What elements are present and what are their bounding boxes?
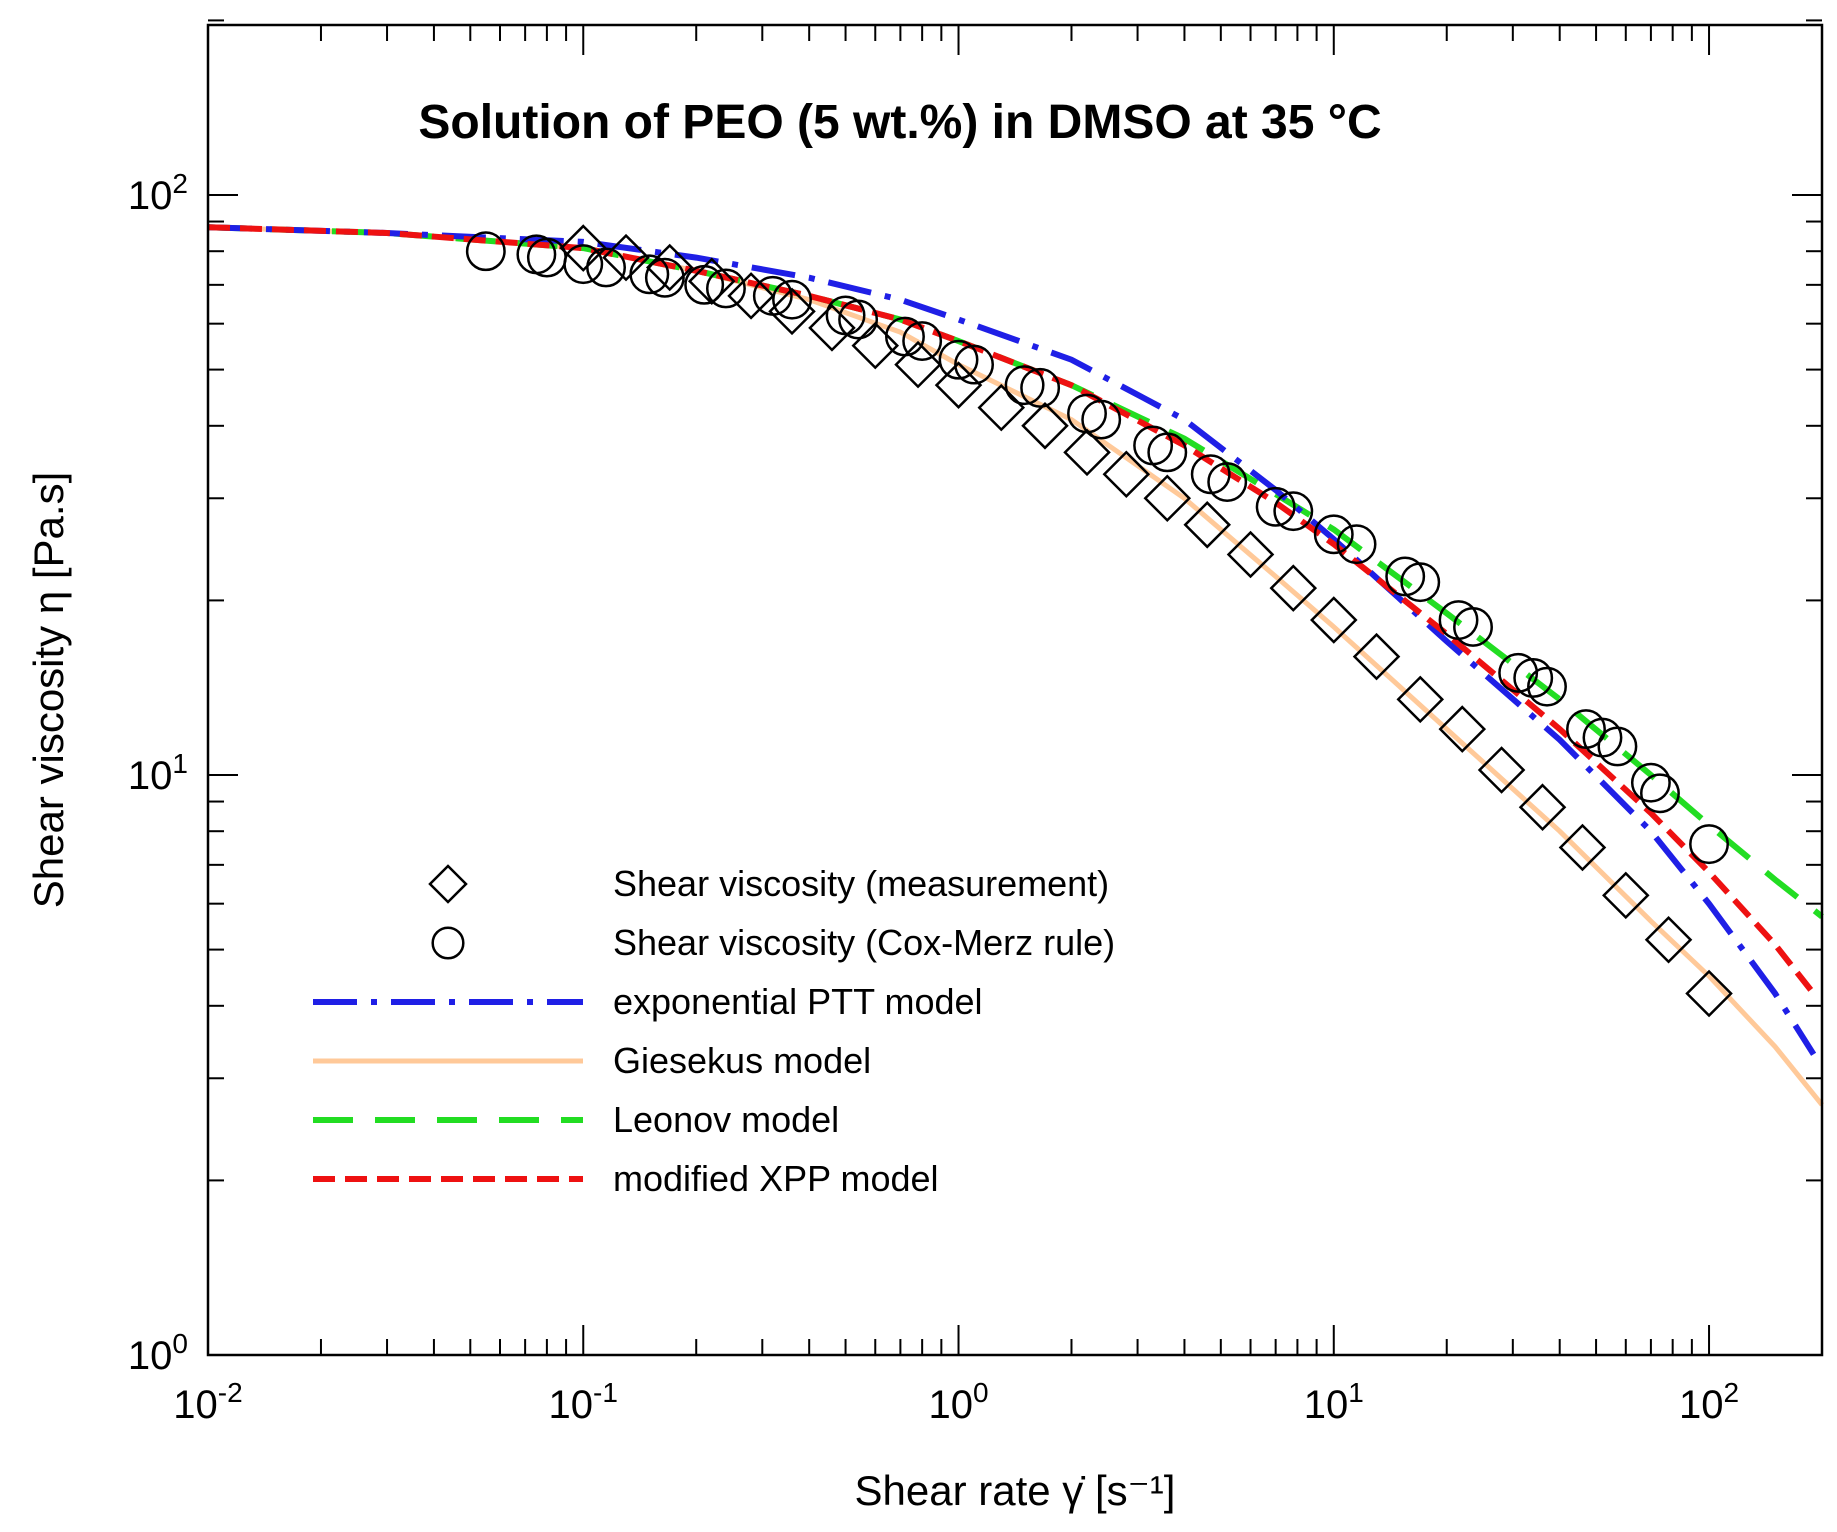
legend-label: exponential PTT model xyxy=(613,981,983,1022)
data-point-circle xyxy=(902,321,943,362)
data-point-circle xyxy=(1498,652,1539,693)
data-point-circle xyxy=(1336,524,1377,565)
data-point-diamond xyxy=(1644,915,1693,964)
data-point-diamond xyxy=(1269,564,1318,612)
data-point-diamond xyxy=(934,361,983,409)
data-point-circle xyxy=(1400,562,1441,603)
data-point-circle xyxy=(1689,824,1729,865)
data-point-circle xyxy=(629,254,670,295)
data-point-diamond xyxy=(977,383,1026,432)
chart-title: Solution of PEO (5 wt.%) in DMSO at 35 °… xyxy=(418,96,1381,149)
legend-item: exponential PTT model xyxy=(313,981,983,1022)
data-point-diamond xyxy=(1102,450,1151,499)
y-tick-label: 100 xyxy=(128,1328,188,1378)
data-point-circle xyxy=(885,316,925,357)
series-layer xyxy=(207,224,1824,1107)
legend-label: Giesekus model xyxy=(613,1040,871,1081)
data-point-circle xyxy=(1527,666,1567,707)
y-tick-label: 102 xyxy=(128,168,188,218)
legend-symbol-circle xyxy=(431,926,465,960)
data-point-circle xyxy=(1081,399,1122,440)
plot-frame xyxy=(206,23,1824,1357)
series-line-giesekus-model xyxy=(207,224,1824,1107)
data-point-circle xyxy=(1640,773,1680,814)
data-point-circle xyxy=(1273,491,1314,532)
data-point-circle xyxy=(772,279,812,320)
data-point-diamond xyxy=(1477,746,1526,794)
data-point-diamond xyxy=(1143,474,1192,523)
legend-item: Shear viscosity (Cox-Merz rule) xyxy=(431,922,1115,963)
data-point-circle xyxy=(1313,514,1354,555)
data-point-circle xyxy=(1004,365,1045,406)
data-point-diamond xyxy=(1183,501,1231,549)
data-point-circle xyxy=(1453,606,1493,647)
data-point-circle xyxy=(465,231,506,272)
data-point-circle xyxy=(938,339,979,380)
data-point-circle xyxy=(838,299,879,340)
data-point-circle xyxy=(1513,658,1554,698)
x-tick-label: 10-2 xyxy=(173,1377,242,1427)
data-point-circle xyxy=(586,247,626,288)
legend-symbol-diamond xyxy=(428,864,468,904)
data-point-circle xyxy=(563,244,604,285)
data-point-circle xyxy=(1207,462,1248,502)
x-tick-label: 101 xyxy=(1304,1377,1364,1427)
legend-label: Leonov model xyxy=(613,1099,839,1140)
legend-item: Shear viscosity (measurement) xyxy=(428,863,1109,904)
legend-label: Shear viscosity (measurement) xyxy=(613,863,1109,904)
y-tick-labels: 100 101 102 xyxy=(128,168,188,1378)
data-point-circle xyxy=(1630,762,1671,803)
y-tick-label: 101 xyxy=(128,748,188,798)
x-tick-labels: 10-2 10-1 100 101 102 xyxy=(173,1377,1739,1427)
data-point-diamond xyxy=(727,272,775,320)
data-point-diamond xyxy=(768,287,816,336)
data-point-circle xyxy=(752,275,793,316)
legend-item: modified XPP model xyxy=(313,1158,939,1199)
data-point-diamond xyxy=(1438,705,1487,753)
data-point-diamond xyxy=(1558,823,1607,872)
data-point-diamond xyxy=(1518,783,1567,831)
data-point-diamond xyxy=(1352,632,1401,681)
data-point-circle xyxy=(684,264,725,305)
data-point-diamond xyxy=(1021,402,1069,450)
data-point-circle xyxy=(954,344,995,385)
legend-label: Shear viscosity (Cox-Merz rule) xyxy=(613,922,1115,963)
data-point-circle xyxy=(1255,486,1296,527)
x-tick-label: 102 xyxy=(1679,1377,1739,1427)
data-point-diamond xyxy=(1226,530,1275,579)
data-point-diamond xyxy=(1063,428,1111,477)
axis-ticks xyxy=(207,19,1823,1356)
legend: Shear viscosity (measurement) Shear visco… xyxy=(313,863,1115,1199)
data-point-circle xyxy=(1020,367,1061,408)
data-point-diamond xyxy=(808,304,856,352)
legend-item: Leonov model xyxy=(313,1099,839,1140)
legend-item: Giesekus model xyxy=(313,1040,871,1081)
data-point-diamond xyxy=(645,243,694,292)
x-tick-label: 10-1 xyxy=(549,1377,618,1427)
series-line-exponential-ptt-model xyxy=(207,224,1817,1056)
data-point-circle xyxy=(705,268,746,309)
data-point-diamond xyxy=(1396,675,1445,724)
data-point-diamond xyxy=(1310,596,1358,644)
data-point-circle xyxy=(1147,432,1188,473)
x-axis-label: Shear rate γ̇ [s⁻¹] xyxy=(855,1467,1176,1514)
data-point-circle xyxy=(1133,425,1174,466)
legend-label: modified XPP model xyxy=(613,1158,939,1199)
x-tick-label: 100 xyxy=(928,1377,988,1427)
data-point-circle xyxy=(644,257,685,298)
data-point-diamond xyxy=(1602,871,1650,920)
data-point-circle xyxy=(1597,726,1638,767)
y-axis-label: Shear viscosity η [Pa.s] xyxy=(25,472,72,909)
data-point-diamond xyxy=(559,224,608,272)
data-point-diamond xyxy=(1685,969,1733,1018)
series-line-leonov-model xyxy=(207,224,1824,919)
